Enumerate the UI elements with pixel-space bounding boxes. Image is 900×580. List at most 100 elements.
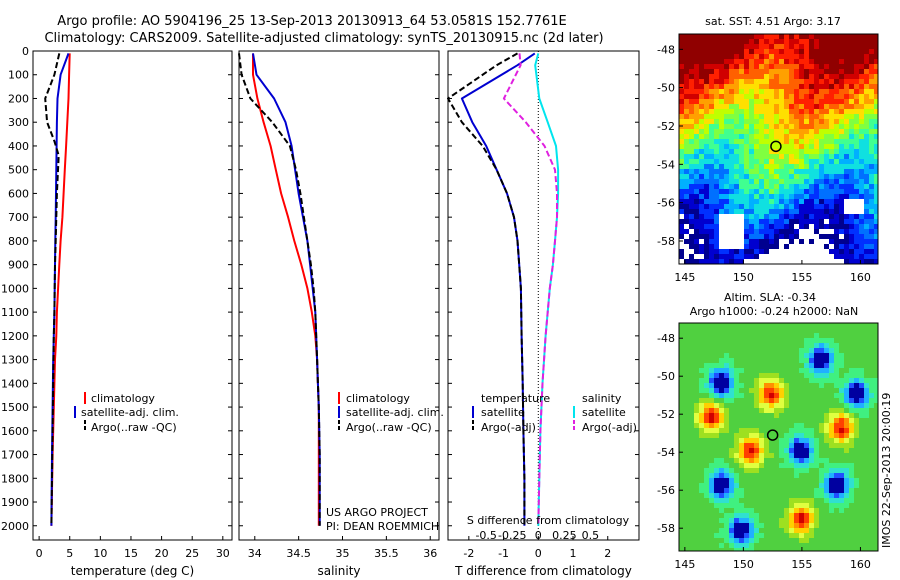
map-cell: [724, 458, 729, 463]
map-cell: [794, 398, 799, 403]
map-cell: [724, 34, 729, 39]
map-cell: [859, 69, 864, 74]
map-cell: [704, 478, 709, 483]
map-cell: [679, 433, 684, 438]
map-cell: [854, 378, 859, 383]
map-cell: [814, 413, 819, 418]
map-cell: [764, 109, 769, 114]
map-cell: [794, 149, 799, 154]
map-cell: [834, 503, 839, 508]
map-cell: [794, 463, 799, 468]
map-cell: [734, 214, 739, 219]
map-cell: [689, 179, 694, 184]
map-cell: [729, 169, 734, 174]
map-cell: [804, 124, 809, 129]
map-cell: [734, 89, 739, 94]
map-cell: [774, 249, 779, 254]
map-cell: [729, 473, 734, 478]
map-cell: [719, 49, 724, 54]
map-cell: [794, 54, 799, 59]
map-cell: [704, 473, 709, 478]
map-cell: [809, 393, 814, 398]
map-cell: [729, 503, 734, 508]
map-cell: [839, 323, 844, 328]
map-cell: [724, 403, 729, 408]
map-cell: [799, 523, 804, 528]
map-cell: [684, 468, 689, 473]
map-cell: [729, 64, 734, 69]
map-cell: [704, 383, 709, 388]
map-cell: [709, 373, 714, 378]
map-cell: [814, 353, 819, 358]
map-cell: [724, 244, 729, 249]
map-cell: [689, 244, 694, 249]
map-cell: [754, 184, 759, 189]
map-cell: [849, 358, 854, 363]
map-cell: [809, 408, 814, 413]
map-cell: [829, 219, 834, 224]
map-cell: [774, 49, 779, 54]
map-cell: [694, 358, 699, 363]
map-cell: [864, 528, 869, 533]
map-cell: [764, 333, 769, 338]
map-cell: [679, 214, 684, 219]
map-cell: [849, 478, 854, 483]
map-cell: [809, 99, 814, 104]
map-cell: [854, 249, 859, 254]
map-cell: [779, 393, 784, 398]
map-cell: [704, 249, 709, 254]
salinity-legend: climatology satellite-adj. clim. Argo(..…: [338, 392, 444, 434]
map-cell: [834, 254, 839, 259]
map-cell: [779, 124, 784, 129]
map-cell: [854, 548, 859, 551]
map-cell: [694, 39, 699, 44]
map-cell: [849, 54, 854, 59]
map-cell: [764, 234, 769, 239]
map-cell: [864, 438, 869, 443]
map-cell: [799, 164, 804, 169]
map-cell: [804, 423, 809, 428]
map-cell: [709, 508, 714, 513]
map-cell: [819, 448, 824, 453]
map-cell: [729, 189, 734, 194]
map-cell: [719, 408, 724, 413]
map-cell: [759, 483, 764, 488]
map-cell: [759, 548, 764, 551]
map-cell: [804, 249, 809, 254]
map-cell: [764, 214, 769, 219]
map-cell: [779, 39, 784, 44]
map-cell: [769, 348, 774, 353]
map-cell: [809, 89, 814, 94]
legend-label-s-satellite: satellite: [582, 406, 626, 419]
map-cell: [719, 458, 724, 463]
map-cell: [704, 358, 709, 363]
map-cell: [779, 388, 784, 393]
map-cell: [729, 323, 734, 328]
map-cell: [679, 259, 684, 264]
map-cell: [709, 343, 714, 348]
map-cell: [799, 473, 804, 478]
map-cell: [844, 488, 849, 493]
map-cell: [774, 438, 779, 443]
map-cell: [844, 338, 849, 343]
map-cell: [709, 164, 714, 169]
map-cell: [804, 343, 809, 348]
map-cell: [849, 64, 854, 69]
map-cell: [724, 448, 729, 453]
map-cell: [709, 229, 714, 234]
map-cell: [844, 79, 849, 84]
map-cell: [754, 44, 759, 49]
map-cell: [774, 194, 779, 199]
map-cell: [839, 523, 844, 528]
map-cell: [699, 209, 704, 214]
map-cell: [789, 413, 794, 418]
map-cell: [739, 104, 744, 109]
map-cell: [714, 254, 719, 259]
map-cell: [789, 418, 794, 423]
map-cell: [839, 89, 844, 94]
map-cell: [714, 224, 719, 229]
map-cell: [839, 229, 844, 234]
map-cell: [689, 139, 694, 144]
map-cell: [874, 533, 878, 538]
map-cell: [724, 398, 729, 403]
